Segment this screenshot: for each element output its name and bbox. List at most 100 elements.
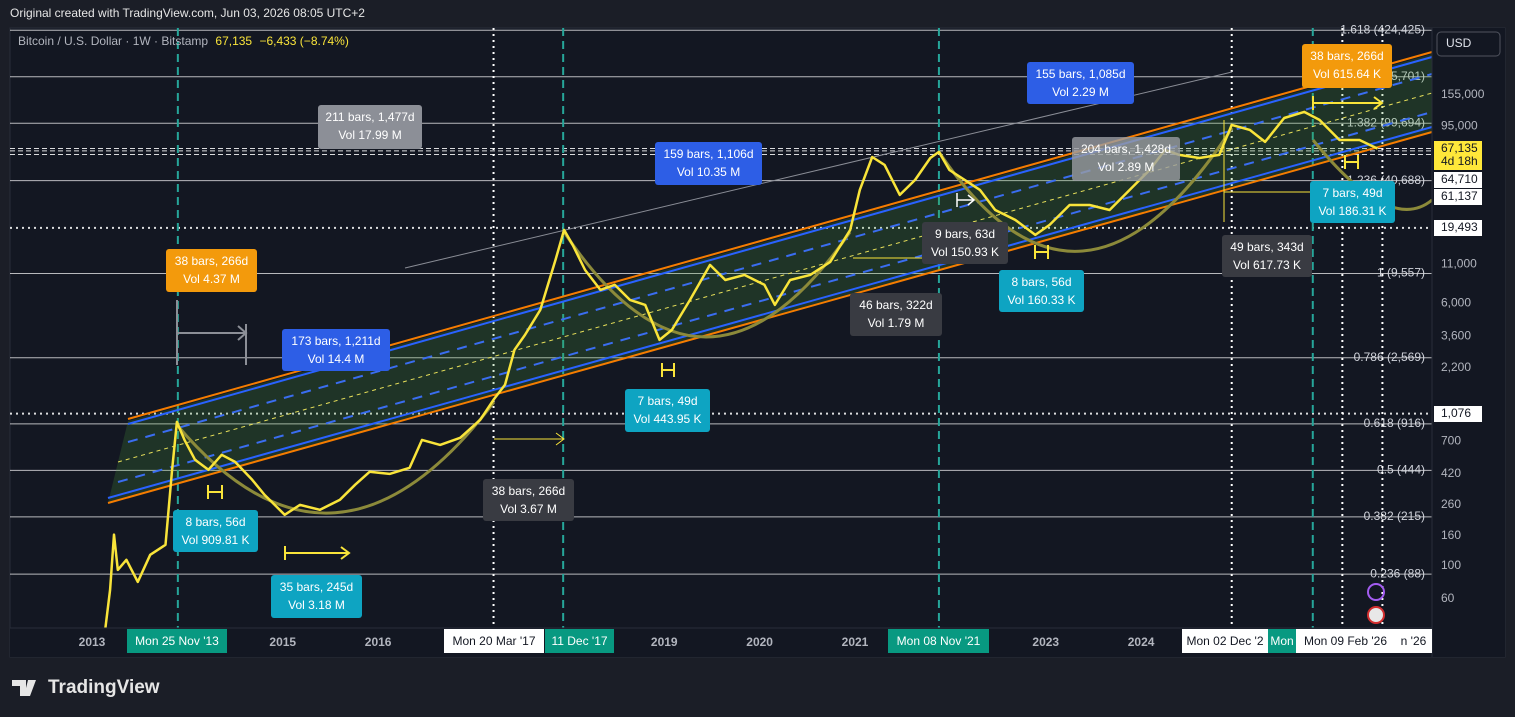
y-tick-label: 3,600 (1441, 328, 1471, 342)
measure-box (1027, 62, 1134, 104)
measure-volume: Vol 2.89 M (1098, 160, 1155, 174)
measure-box (1302, 44, 1392, 88)
fib-label: 0.382 (215) (1364, 509, 1425, 523)
range-marker (1344, 155, 1359, 169)
time-marker-label: n '26 (1401, 634, 1427, 648)
measure-volume: Vol 2.29 M (1052, 85, 1109, 99)
measure-range: 8 bars, 56d (185, 515, 245, 529)
price-label: 61,137 (1441, 189, 1478, 203)
time-marker-box (1296, 629, 1395, 653)
time-marker-label: Mon 09 Feb '26 (1304, 634, 1387, 648)
y-tick-label: 100 (1441, 558, 1461, 572)
fib-label: 0.786 (2,569) (1354, 350, 1425, 364)
y-tick-label: 260 (1441, 497, 1461, 511)
time-marker-box (127, 629, 227, 653)
y-tick-label: 2,200 (1441, 360, 1471, 374)
measure-box (282, 329, 390, 371)
attribution: Original created with TradingView.com, J… (10, 6, 365, 20)
last-price: 67,135 (215, 34, 252, 48)
time-marker-label: Mon 08 Nov '21 (897, 634, 981, 648)
measure-box (1072, 137, 1180, 181)
countdown-box (1434, 155, 1482, 170)
arc (175, 401, 496, 515)
chart-panel (9, 27, 1506, 658)
arc (937, 127, 1234, 253)
measure-volume: Vol 443.95 K (633, 412, 701, 426)
price-line-series (104, 110, 1379, 629)
x-tick-label: 2024 (1128, 635, 1155, 649)
measure-range: 46 bars, 322d (859, 298, 932, 312)
measure-range: 211 bars, 1,477d (325, 110, 414, 124)
y-tick-label: 11,000 (1441, 257, 1477, 271)
countdown: 4d 18h (1441, 154, 1478, 168)
range-marker (1034, 245, 1049, 259)
fib-label: 1 (9,557) (1377, 266, 1425, 280)
time-marker-box (545, 629, 614, 653)
time-marker-label: Mon (1270, 634, 1293, 648)
measure-range: 9 bars, 63d (935, 227, 995, 241)
price-layer (104, 110, 1379, 629)
channel-quarter (127, 73, 1433, 443)
currency-button[interactable] (1436, 31, 1501, 57)
y-tick-label: 420 (1441, 466, 1461, 480)
measure-box (922, 222, 1008, 264)
measure-range: 38 bars, 266d (1310, 49, 1383, 63)
measure-box (318, 105, 422, 149)
measure-box (625, 389, 710, 432)
measure-volume: Vol 909.81 K (181, 533, 249, 547)
measure-volume: Vol 3.67 M (500, 502, 557, 516)
price-label-box (1434, 406, 1482, 422)
time-marker-label: 11 Dec '17 (551, 634, 607, 648)
currency[interactable]: USD (1446, 36, 1472, 50)
measure-volume: Vol 17.99 M (338, 128, 401, 142)
price-change: −6,433 (−8.74%) (259, 34, 348, 48)
measure-box (1222, 235, 1312, 277)
measure-range: 159 bars, 1,106d (663, 147, 753, 161)
x-tick-label: 2016 (365, 635, 392, 649)
measure-volume: Vol 14.4 M (308, 352, 365, 366)
measure-range: 204 bars, 1,428d (1081, 142, 1171, 156)
fib-label: 0.618 (916) (1364, 416, 1425, 430)
measure-volume: Vol 4.37 M (183, 272, 240, 286)
y-tick-label: 155,000 (1441, 87, 1485, 101)
measure-box (173, 510, 258, 552)
measure-range: 35 bars, 245d (280, 580, 353, 594)
price-axis (1432, 28, 1505, 657)
measure-range: 49 bars, 343d (1230, 240, 1303, 254)
y-tick-label: 700 (1441, 433, 1461, 447)
measure-box (850, 293, 942, 336)
trend-line (404, 71, 1233, 269)
brand: TradingView (48, 677, 160, 698)
channel-three-quarter (117, 111, 1433, 483)
price-label-box (1434, 220, 1482, 236)
measure-volume: Vol 617.73 K (1233, 258, 1301, 272)
measure-box (999, 270, 1084, 312)
price-label: 64,710 (1441, 172, 1478, 186)
price-label: 67,135 (1441, 141, 1478, 155)
time-marker-box (1395, 629, 1432, 653)
time-marker-box (1182, 629, 1268, 653)
measure-volume: Vol 186.31 K (1318, 204, 1386, 218)
measure-range: 7 bars, 49d (637, 394, 697, 408)
event-icon[interactable] (1367, 606, 1385, 624)
fib-label: 0.236 (88) (1370, 566, 1425, 580)
x-tick-label: 2023 (1032, 635, 1059, 649)
time-marker-box (1268, 629, 1296, 653)
measure-box (166, 249, 257, 292)
channel-bottom-inner (107, 126, 1433, 499)
price-label: 1,076 (1441, 406, 1471, 420)
range-marker (661, 363, 675, 377)
legend: Bitcoin / U.S. Dollar · 1W · Bitstamp 67… (18, 34, 349, 48)
range-arrow (176, 300, 248, 365)
measure-range: 38 bars, 266d (492, 484, 565, 498)
price-label-box (1434, 172, 1482, 188)
y-tick-label: 160 (1441, 528, 1461, 542)
measure-range: 155 bars, 1,085d (1035, 67, 1125, 81)
time-marker-label: Mon 25 Nov '13 (135, 634, 219, 648)
range-line (1223, 120, 1320, 222)
measure-box (655, 142, 762, 185)
event-icon[interactable] (1367, 583, 1385, 601)
range-marker (207, 485, 223, 499)
range-arrow (494, 432, 565, 446)
time-marker-box (444, 629, 544, 653)
